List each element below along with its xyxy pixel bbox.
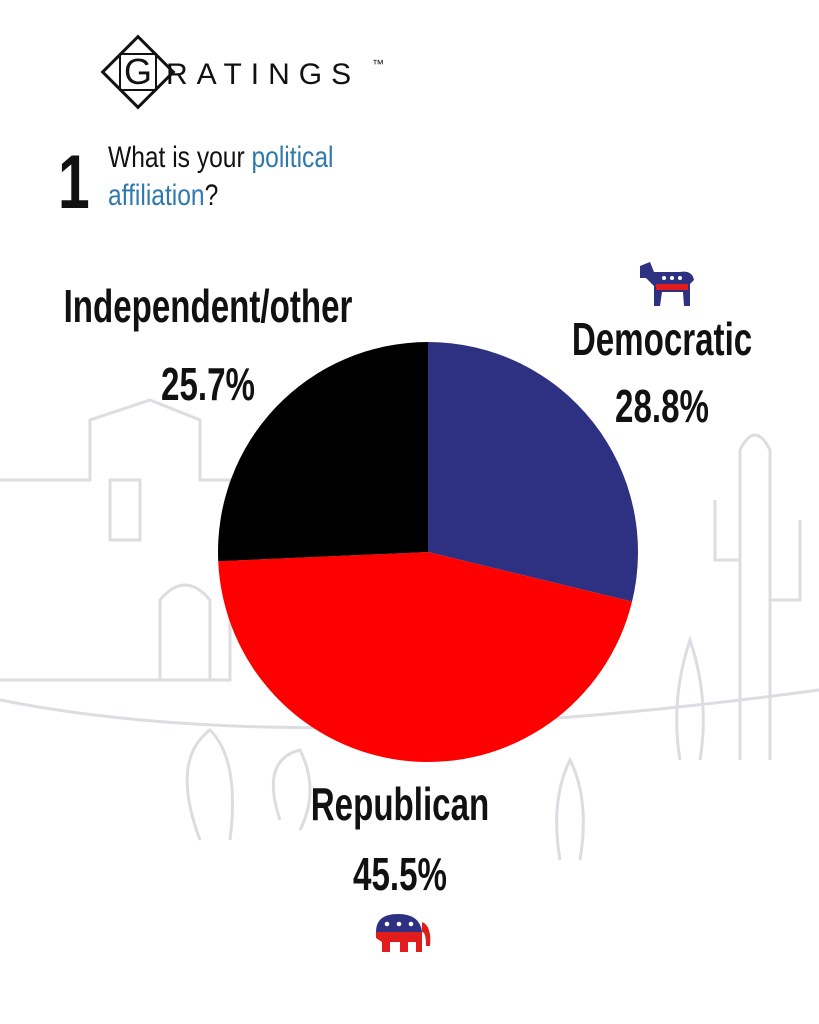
- logo-text: RATINGS: [166, 58, 360, 91]
- slice-label: Independent/other: [64, 282, 353, 332]
- pie-slice: [218, 342, 428, 562]
- slice-value-label: 45.5%: [353, 850, 447, 900]
- pie-slice: [218, 552, 633, 762]
- question-text: What is your: [108, 140, 251, 174]
- question-line-1: What is your political: [108, 140, 333, 174]
- pie-slice: [428, 342, 639, 602]
- question-line-2: affiliation?: [108, 178, 218, 212]
- slice-value-label: 28.8%: [615, 382, 709, 432]
- pie: [218, 342, 639, 762]
- slice-label: Republican: [311, 780, 490, 830]
- logo: G RATINGS ™: [100, 34, 384, 110]
- logo-square: [119, 53, 157, 91]
- republican-icon: [376, 914, 431, 952]
- slice-value-label: 25.7%: [161, 360, 255, 410]
- question-text: ?: [205, 178, 219, 212]
- slice-label: Democratic: [572, 315, 752, 365]
- question-highlight: political: [251, 140, 333, 174]
- democrat-icon: [640, 262, 694, 306]
- logo-initial: G: [124, 51, 152, 92]
- question-number: 1: [58, 140, 90, 225]
- logo-mark: ™: [372, 57, 384, 71]
- question-highlight: affiliation: [108, 178, 205, 212]
